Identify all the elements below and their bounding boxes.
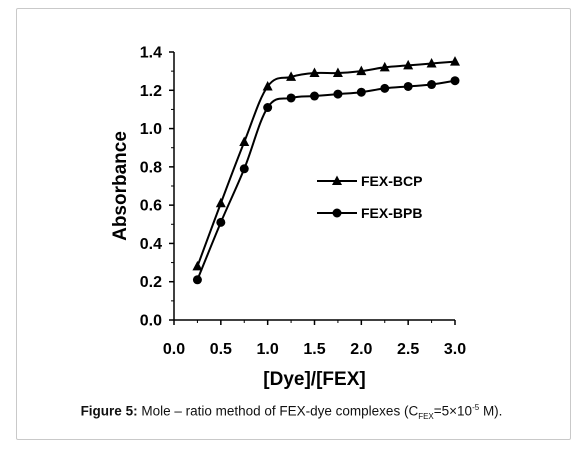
- x-tick-label: 1.0: [257, 341, 279, 358]
- data-point-fex-bcp: [332, 67, 343, 78]
- legend-marker-fex-bcp: [332, 175, 342, 185]
- y-tick-label: 1.0: [140, 121, 162, 138]
- y-tick-label: 0.0: [140, 313, 162, 330]
- data-point-fex-bcp: [356, 65, 367, 76]
- legend-marker-fex-bpb: [332, 208, 342, 218]
- x-tick-label: 2.5: [397, 341, 419, 358]
- data-point-fex-bcp: [450, 56, 460, 66]
- data-point-fex-bcp: [239, 136, 250, 146]
- data-point-fex-bpb: [380, 83, 390, 93]
- caption-text: Mole – ratio method of FEX-dye complexes…: [137, 403, 419, 419]
- y-axis-title: Absorbance: [110, 131, 131, 241]
- caption-equals: =5×10: [433, 403, 473, 419]
- data-point-fex-bcp: [403, 59, 414, 70]
- data-point-fex-bpb: [427, 80, 437, 90]
- data-point-fex-bcp: [215, 197, 226, 208]
- data-point-fex-bcp: [286, 71, 297, 81]
- caption-label: Figure 5:: [80, 403, 138, 419]
- y-tick-label: 1.2: [140, 83, 162, 100]
- x-tick-label: 0.5: [210, 341, 232, 358]
- caption-end: M).: [479, 403, 503, 419]
- y-tick-label: 0.6: [140, 198, 162, 215]
- chart: 0.0 0.2 0.4 0.6 0.8 1.0 1.2 1.4 0.0 0.5 1.0 1.5 2.0 2…: [110, 45, 466, 391]
- data-point-fex-bcp: [192, 260, 203, 271]
- data-point-fex-bcp: [262, 80, 273, 91]
- data-point-fex-bpb: [286, 93, 296, 103]
- data-point-fex-bpb: [239, 164, 249, 174]
- x-axis-title: [Dye]/[FEX]: [263, 369, 365, 390]
- data-point-fex-bcp: [309, 67, 320, 78]
- x-tick-label: 2.0: [350, 341, 372, 358]
- data-point-fex-bpb: [310, 91, 319, 101]
- x-tick-label: 0.0: [163, 341, 185, 358]
- data-point-fex-bpb: [356, 87, 366, 97]
- data-point-fex-bpb: [192, 275, 202, 285]
- data-point-fex-bpb: [333, 89, 343, 99]
- y-tick-label: 0.2: [140, 274, 162, 291]
- y-tick-label: 0.4: [140, 236, 162, 253]
- data-point-fex-bpb: [216, 217, 226, 227]
- caption-superscript: -5: [472, 403, 480, 412]
- data-point-fex-bpb: [263, 103, 273, 113]
- figure-caption: Figure 5: Mole – ratio method of FEX-dye…: [0, 403, 583, 421]
- legend-label-fex-bpb: FEX-BPB: [361, 205, 422, 221]
- data-point-fex-bcp: [379, 61, 390, 72]
- legend-label-fex-bcp: FEX-BCP: [361, 173, 422, 189]
- y-tick-label: 1.4: [140, 45, 162, 62]
- data-point-fex-bpb: [450, 76, 460, 86]
- y-tick-label: 0.8: [140, 159, 162, 176]
- data-point-fex-bpb: [403, 81, 413, 91]
- data-point-fex-bcp: [426, 57, 437, 68]
- series-line-fex-bcp: [196, 60, 456, 267]
- x-tick-label: 3.0: [444, 341, 466, 358]
- caption-subscript: FEX: [418, 412, 434, 422]
- x-tick-label: 1.5: [303, 341, 325, 358]
